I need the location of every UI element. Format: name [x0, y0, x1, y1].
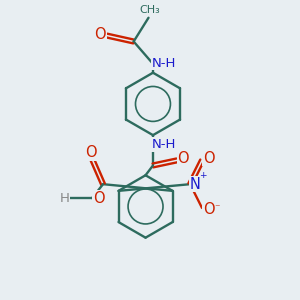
Text: +: + [200, 171, 207, 180]
Text: CH₃: CH₃ [140, 5, 160, 15]
Text: O: O [203, 202, 214, 217]
Text: O: O [94, 27, 106, 42]
Text: O: O [93, 191, 104, 206]
Text: N-H: N-H [152, 138, 176, 151]
Text: O: O [85, 145, 96, 160]
Text: N-H: N-H [152, 57, 176, 70]
Text: O: O [203, 151, 214, 166]
Text: ⁻: ⁻ [215, 203, 220, 213]
Text: H: H [59, 192, 69, 205]
Text: O: O [178, 152, 189, 166]
Text: N: N [190, 177, 201, 192]
